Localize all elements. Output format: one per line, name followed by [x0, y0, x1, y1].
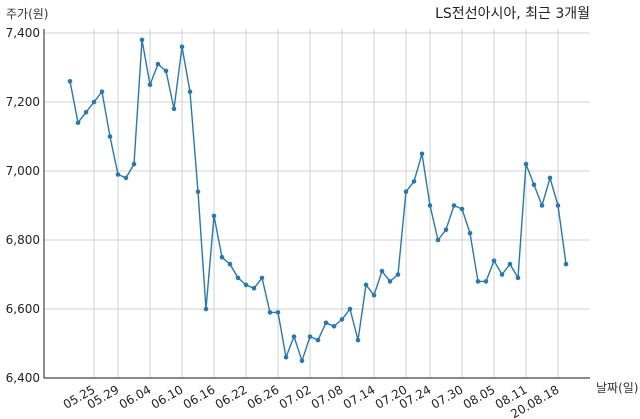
data-point — [387, 279, 393, 284]
data-point — [467, 230, 473, 236]
data-point — [371, 292, 377, 298]
data-point — [75, 120, 81, 125]
data-point — [515, 275, 521, 281]
y-tick-labels: 6,400 6,600 6,800 7,000 7,200 7,400 — [6, 26, 40, 385]
data-point — [379, 268, 385, 274]
data-point — [227, 261, 233, 267]
data-point — [171, 106, 177, 112]
data-point — [123, 175, 129, 181]
x-tick-label: 06.16 — [181, 382, 218, 411]
data-point — [219, 254, 225, 260]
data-point — [483, 279, 489, 284]
x-tick-label: 08.05 — [461, 382, 498, 411]
data-point — [555, 203, 561, 208]
data-point — [107, 134, 113, 139]
data-point — [259, 275, 265, 281]
data-point — [395, 272, 401, 277]
data-point — [155, 61, 161, 67]
data-point — [211, 213, 217, 219]
data-point — [267, 310, 273, 315]
chart-title: LS전선아시아, 최근 3개월 — [435, 6, 590, 22]
data-point — [523, 161, 529, 167]
data-point — [459, 206, 465, 212]
data-point — [235, 275, 241, 281]
y-tick-label: 6,400 — [6, 371, 40, 385]
data-point — [115, 172, 121, 177]
data-point — [491, 258, 497, 264]
x-tick-label: 07.30 — [429, 382, 466, 411]
data-point — [435, 237, 441, 243]
data-point — [67, 79, 73, 84]
data-point — [339, 317, 345, 322]
x-tick-label: 07.02 — [277, 382, 314, 411]
y-tick-label: 7,400 — [6, 26, 40, 40]
data-point — [83, 110, 89, 115]
data-point — [419, 151, 425, 157]
data-point — [323, 320, 329, 326]
y-axis-label: 주가(원) — [6, 7, 48, 21]
data-point — [283, 355, 289, 360]
data-point — [507, 261, 513, 267]
data-point — [427, 203, 433, 208]
data-point — [195, 189, 201, 194]
data-point — [475, 279, 481, 284]
data-point — [539, 203, 545, 208]
data-point — [299, 358, 305, 364]
data-point — [307, 334, 313, 339]
data-point — [563, 261, 569, 267]
price-series — [67, 37, 569, 364]
data-point — [531, 182, 537, 188]
data-point — [443, 227, 449, 232]
data-point — [179, 44, 185, 50]
x-tick-label: 06.10 — [149, 382, 186, 411]
data-point — [203, 306, 209, 312]
data-point — [499, 272, 505, 277]
x-tick-label: 07.08 — [309, 382, 346, 411]
y-tick-label: 6,600 — [6, 302, 40, 316]
data-point — [243, 282, 249, 288]
x-tick-label: 07.14 — [341, 382, 378, 411]
data-point — [275, 310, 281, 315]
x-tick-label: 06.26 — [245, 382, 282, 411]
data-point — [147, 82, 153, 88]
data-point — [547, 175, 553, 181]
data-point — [331, 324, 337, 329]
data-point — [451, 203, 457, 208]
data-point — [131, 161, 137, 167]
x-axis-label: 날짜(일) — [596, 381, 638, 395]
series-line — [69, 39, 567, 362]
data-point — [347, 306, 353, 312]
data-point — [187, 89, 193, 94]
data-point — [411, 179, 417, 184]
data-point — [139, 37, 145, 43]
x-tick-label: 06.04 — [117, 382, 154, 411]
data-point — [363, 282, 369, 288]
y-tick-label: 6,800 — [6, 233, 40, 247]
data-point — [291, 334, 297, 339]
grid-lines — [44, 29, 590, 379]
y-tick-label: 7,000 — [6, 164, 40, 178]
data-point — [163, 68, 169, 74]
data-point — [403, 189, 409, 194]
data-point — [91, 99, 97, 105]
x-tick-labels: 05.2505.2906.0406.1006.1606.2206.2607.02… — [61, 382, 562, 419]
data-point — [315, 337, 321, 343]
y-tick-label: 7,200 — [6, 95, 40, 109]
data-point — [99, 89, 105, 94]
axes — [43, 29, 590, 379]
data-point — [355, 337, 361, 343]
data-point — [251, 286, 257, 291]
x-tick-label: 06.22 — [213, 382, 250, 411]
